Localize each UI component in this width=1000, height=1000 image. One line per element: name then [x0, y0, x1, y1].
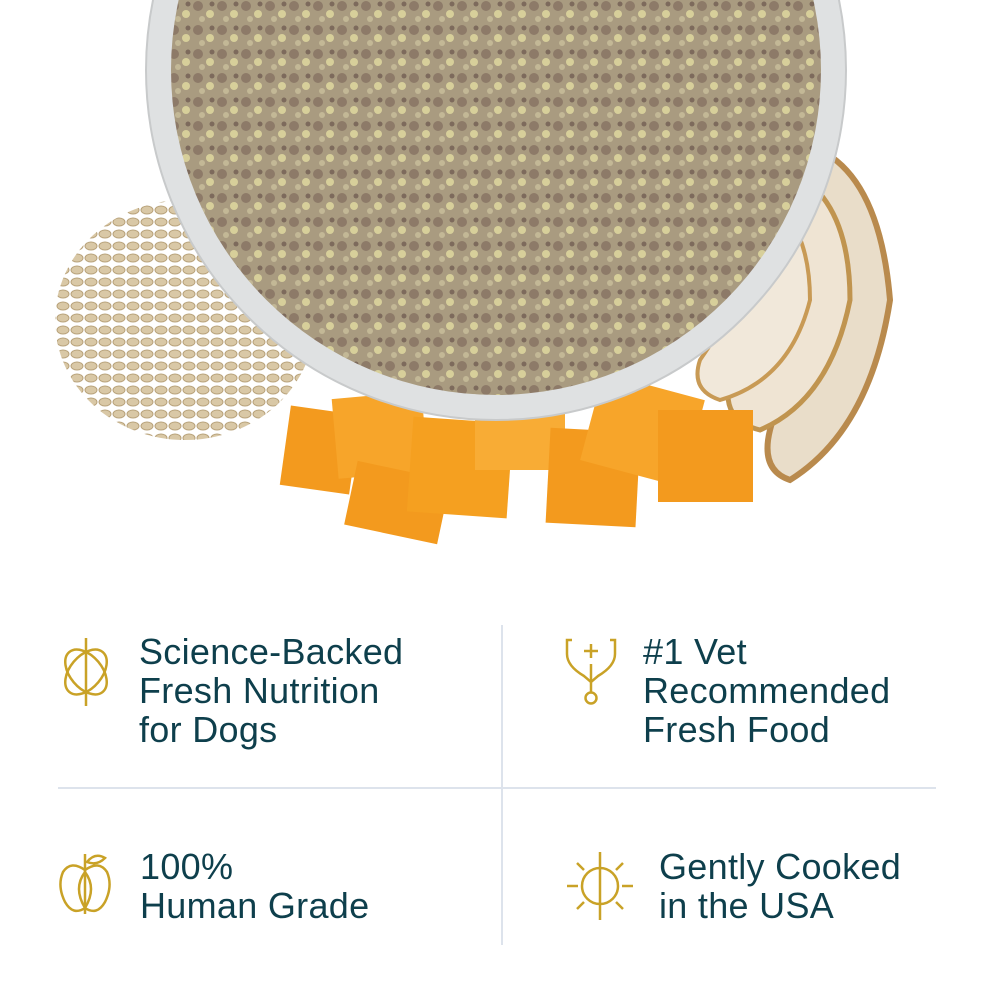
- feature-human-grade: 100% Human Grade: [140, 847, 369, 925]
- feature-line: in the USA: [659, 885, 835, 926]
- feature-vet-recommended: #1 Vet Recommended Fresh Food: [643, 632, 890, 749]
- feature-line: Human Grade: [140, 885, 370, 926]
- feature-line: Fresh Food: [643, 709, 831, 750]
- feature-line: Science-Backed: [139, 631, 404, 672]
- feature-line: Gently Cooked: [659, 846, 902, 887]
- feature-line: Fresh Nutrition: [139, 670, 380, 711]
- feature-line: #1 Vet: [643, 631, 747, 672]
- horizontal-divider: [58, 787, 936, 789]
- feature-science-backed: Science-Backed Fresh Nutrition for Dogs: [139, 632, 403, 749]
- atom-icon: [64, 638, 108, 706]
- feature-line: Recommended: [643, 670, 891, 711]
- feature-gently-cooked: Gently Cooked in the USA: [659, 847, 901, 925]
- bowl-food: [171, 0, 821, 395]
- apple-icon: [59, 854, 111, 914]
- feature-line: for Dogs: [139, 709, 278, 750]
- food-bowl-image: [55, 0, 894, 545]
- squash-cubes: [279, 373, 753, 545]
- feature-line: 100%: [140, 846, 234, 887]
- stethoscope-icon: [565, 638, 617, 705]
- vertical-divider: [501, 625, 503, 945]
- sun-icon: [567, 852, 633, 920]
